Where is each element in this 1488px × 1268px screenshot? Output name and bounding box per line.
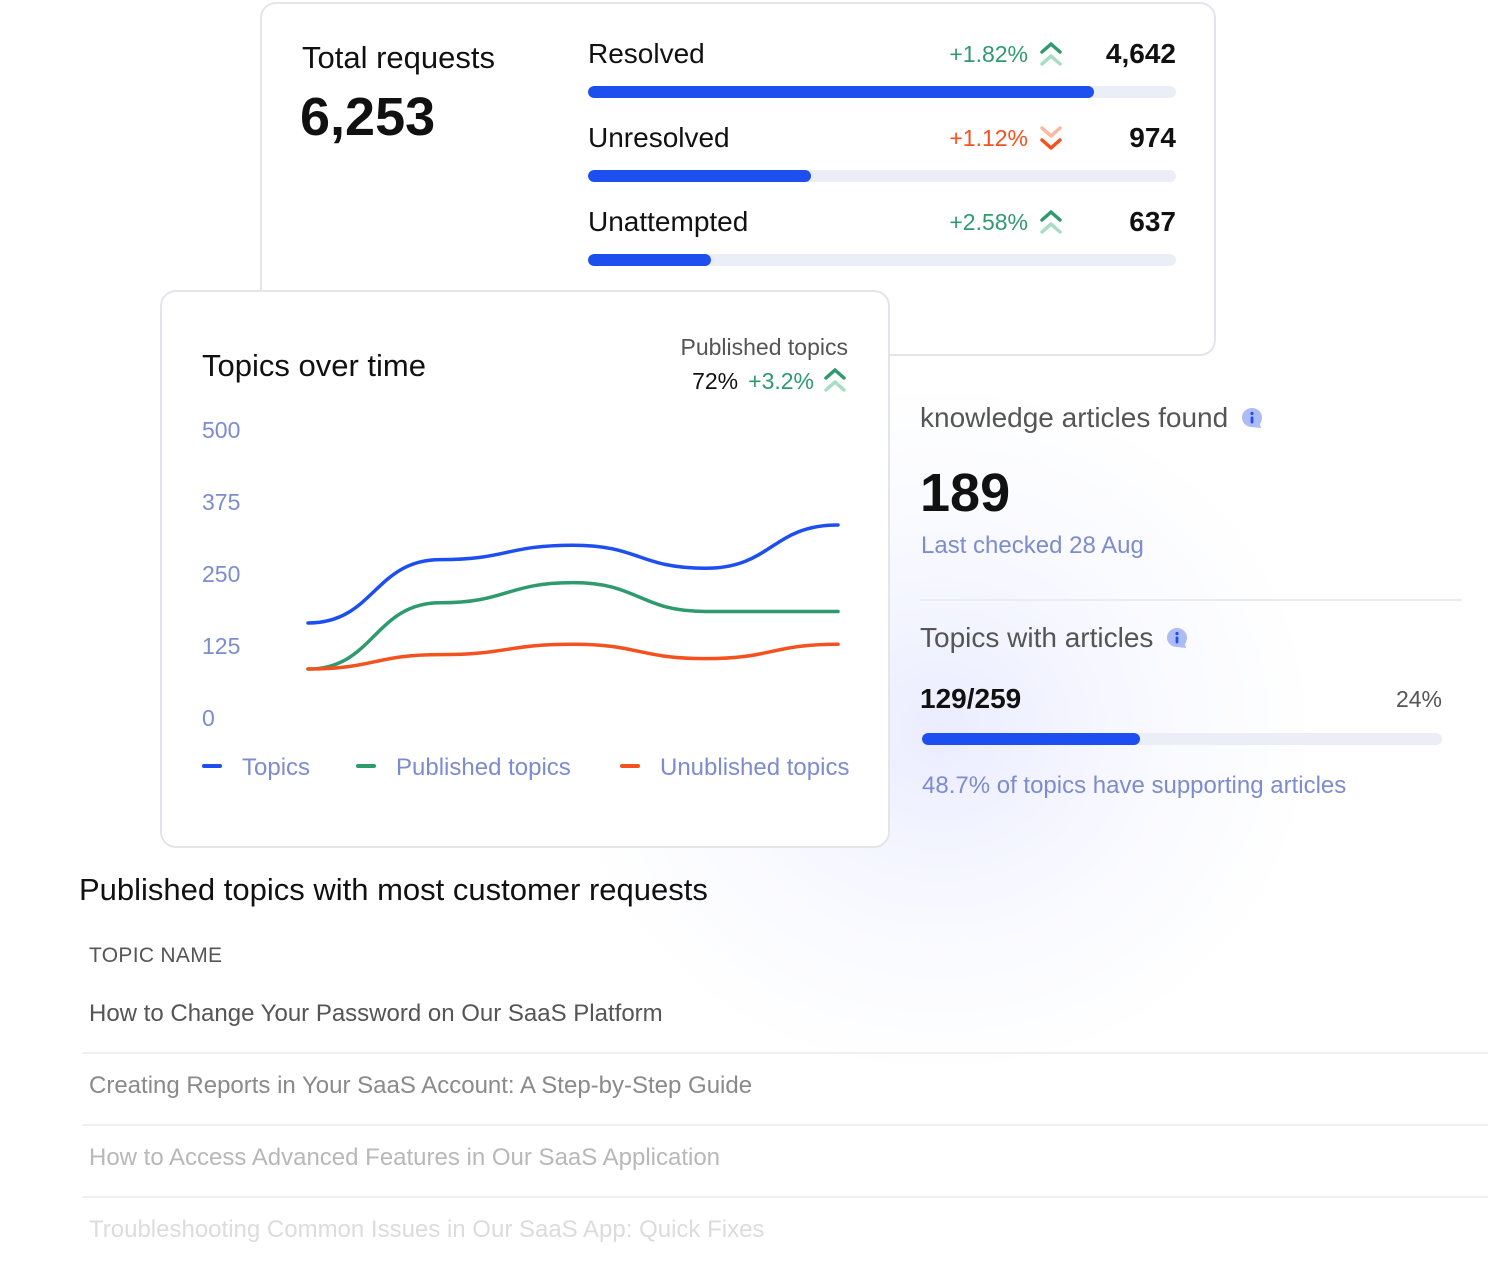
knowledge-articles-label: knowledge articles found <box>920 402 1229 433</box>
published-topics-stats: 72% +3.2% <box>692 366 848 396</box>
y-tick-label: 250 <box>202 561 240 587</box>
request-value: 637 <box>1129 206 1176 237</box>
requests-card: Total requests 6,253 Resolved +1.82% 4,6… <box>260 2 1216 356</box>
topic-name: Creating Reports in Your SaaS Account: A… <box>89 1072 753 1099</box>
column-header-topic-name[interactable]: TOPIC NAME <box>89 944 223 967</box>
info-icon[interactable] <box>1240 406 1264 430</box>
total-requests-value: 6,253 <box>300 87 436 147</box>
legend-swatch <box>620 763 640 768</box>
table-row[interactable]: Troubleshooting Common Issues in Our Saa… <box>82 1196 1488 1268</box>
series-line-topics <box>306 523 840 625</box>
double-chevron-up-icon <box>1040 210 1062 234</box>
progress-track <box>588 170 1176 182</box>
y-tick-label: 125 <box>202 633 240 659</box>
table-row[interactable]: How to Change Your Password on Our SaaS … <box>82 980 1488 1054</box>
knowledge-articles-value: 189 <box>920 463 1011 523</box>
request-label: Unattempted <box>588 206 749 237</box>
legend-label: Unublished topics <box>660 754 850 781</box>
table-row[interactable]: How to Access Advanced Features in Our S… <box>82 1124 1488 1198</box>
progress-fill <box>922 733 1141 745</box>
progress-fill <box>588 170 812 182</box>
topics-with-articles-note: 48.7% of topics have supporting articles <box>922 772 1347 799</box>
progress-fill <box>588 254 712 266</box>
table-title: Published topics with most customer requ… <box>79 872 708 907</box>
request-label: Unresolved <box>588 122 730 153</box>
series-line-published-topics <box>306 580 840 671</box>
legend-swatch <box>356 763 376 768</box>
divider <box>920 599 1462 601</box>
knowledge-articles-heading: knowledge articles found <box>920 402 1264 434</box>
legend-item-unpublished-topics[interactable]: Unublished topics <box>620 754 849 782</box>
chart-title: Topics over time <box>202 348 426 383</box>
topics-chart-card: 500 375 250 125 0 Topics over time Published… <box>160 290 890 848</box>
request-row-resolved: Resolved +1.82% 4,642 <box>588 38 1176 108</box>
progress-track <box>588 254 1176 266</box>
legend-swatch <box>202 763 222 768</box>
total-requests-label: Total requests <box>302 40 495 75</box>
topic-name: How to Change Your Password on Our SaaS … <box>89 1000 663 1027</box>
topics-with-articles-label: Topics with articles <box>920 622 1154 653</box>
double-chevron-down-icon <box>1040 126 1062 150</box>
y-tick-label: 375 <box>202 489 240 515</box>
progress-track <box>588 86 1176 98</box>
progress-fill <box>588 86 1094 98</box>
request-row-unattempted: Unattempted +2.58% 637 <box>588 206 1176 276</box>
request-value: 4,642 <box>1105 38 1176 69</box>
request-row-unresolved: Unresolved +1.12% 974 <box>588 122 1176 192</box>
last-checked-text: Last checked 28 Aug <box>921 532 1144 559</box>
table-row[interactable]: Creating Reports in Your SaaS Account: A… <box>82 1052 1488 1126</box>
topic-name: How to Access Advanced Features in Our S… <box>89 1144 721 1171</box>
topics-with-articles-percent: 24% <box>1395 686 1442 712</box>
topics-with-articles-heading: Topics with articles <box>920 622 1189 654</box>
published-topics-change: +3.2% <box>748 368 814 394</box>
double-chevron-up-icon <box>1040 42 1062 66</box>
request-change: +1.12% <box>949 125 1028 151</box>
request-value: 974 <box>1129 122 1176 153</box>
legend-item-topics[interactable]: Topics <box>202 754 310 782</box>
double-chevron-up-icon <box>824 368 846 392</box>
published-topics-percent: 72% <box>692 368 739 394</box>
legend-item-published-topics[interactable]: Published topics <box>356 754 571 782</box>
legend-label: Published topics <box>396 754 571 781</box>
request-label: Resolved <box>588 38 705 69</box>
topics-with-articles-count: 129/259 <box>920 683 1022 714</box>
info-icon[interactable] <box>1165 626 1189 650</box>
topic-name: Troubleshooting Common Issues in Our Saa… <box>89 1216 765 1243</box>
published-topics-label: Published topics <box>680 334 849 360</box>
request-change: +2.58% <box>949 209 1028 235</box>
topics-with-articles-progress <box>922 733 1442 745</box>
series-line-unublished-topics <box>306 642 840 671</box>
y-tick-label: 0 <box>202 705 215 731</box>
topics-line-chart: 500 375 250 125 0 <box>202 417 840 731</box>
y-tick-label: 500 <box>202 417 240 443</box>
legend-label: Topics <box>242 754 311 781</box>
request-change: +1.82% <box>949 41 1028 67</box>
